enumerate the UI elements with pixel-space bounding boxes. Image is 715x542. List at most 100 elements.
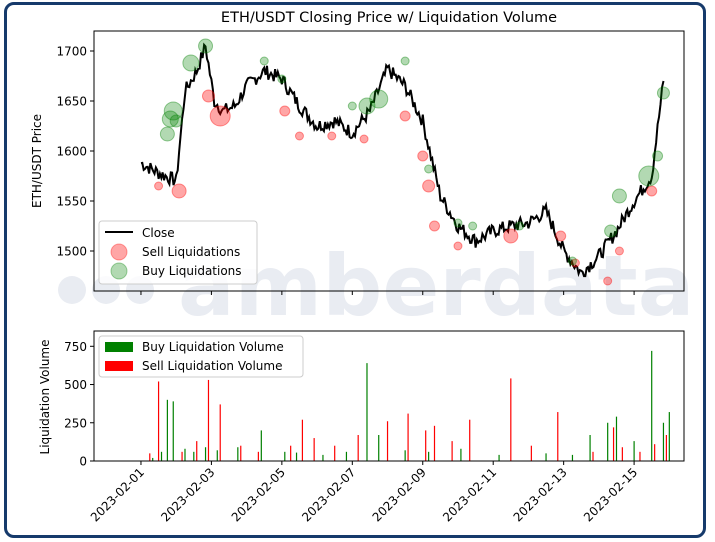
watermark-text: amberdata — [178, 237, 694, 335]
sell-volume-bar — [621, 447, 623, 461]
volume-x-tick-label: 2023-02-11 — [440, 465, 499, 524]
buy-liquidation-marker — [347, 101, 357, 111]
sell-volume-bar — [639, 451, 641, 461]
buy-liquidation-marker — [259, 56, 269, 66]
price-y-tick-label: 1600 — [56, 145, 87, 159]
volume-legend-box — [98, 335, 304, 378]
volume-x-tick-label: 2023-02-07 — [299, 465, 358, 524]
sell-volume-bar — [530, 445, 532, 461]
sell-liquidation-marker — [646, 185, 658, 197]
sell-volume-bar — [451, 441, 453, 461]
legend-sell-swatch — [110, 243, 128, 261]
sell-volume-bar — [510, 378, 512, 461]
buy-liquidation-marker — [453, 218, 463, 228]
buy-volume-bar — [366, 363, 368, 461]
sell-liquidation-marker — [428, 220, 440, 232]
legend-close-label: Close — [142, 226, 175, 240]
price-y-tick-label: 1650 — [56, 95, 87, 109]
sell-volume-bar — [240, 445, 242, 461]
buy-volume-bar — [668, 412, 670, 461]
buy-liquidation-marker — [159, 126, 175, 142]
sell-liquidation-marker — [209, 105, 231, 127]
buy-liquidation-marker — [161, 110, 179, 128]
buy-volume-bar — [184, 448, 186, 461]
price-y-tick-label: 1700 — [56, 45, 87, 59]
buy-liquidation-marker — [369, 89, 389, 109]
buy-volume-bar — [633, 441, 635, 461]
buy-liquidation-marker — [198, 38, 214, 54]
buy-liquidation-marker — [468, 221, 478, 231]
buy-liquidation-marker — [604, 224, 618, 238]
buy-volume-bar — [295, 452, 298, 461]
legend-sell-volume-swatch — [105, 361, 133, 371]
buy-volume-bar — [460, 448, 462, 461]
price-legend-box — [98, 220, 258, 285]
buy-liquidation-marker — [169, 114, 183, 128]
volume-y-tick-label: 0 — [79, 455, 87, 469]
buy-volume-bar — [428, 451, 430, 461]
sell-volume-bar — [592, 451, 594, 461]
buy-volume-bar — [615, 416, 618, 461]
price-x-ticks — [140, 291, 635, 295]
sell-volume-bar — [665, 435, 667, 461]
close-price-line — [140, 42, 665, 278]
price-y-tick-label: 1500 — [56, 245, 87, 259]
sell-liquidation-marker — [603, 276, 613, 286]
volume-x-ticks: 2023-02-01 2023-02-03 2023-02-05 2023-02-07… — [88, 461, 640, 524]
buy-volume-bar — [284, 451, 286, 461]
buy-volume-bar — [193, 451, 195, 461]
price-legend: Close Sell Liquidations Buy Liquidations — [98, 220, 258, 285]
sell-liquidation-marker — [555, 230, 567, 242]
sell-volume-bar — [557, 412, 559, 461]
volume-y-tick-label: 500 — [64, 378, 87, 392]
buy-volume-bars — [152, 350, 670, 461]
buy-liquidation-marker — [515, 221, 525, 231]
price-y-ticks: 1500 1550 1600 1650 1700 — [56, 45, 94, 259]
sell-volume-bars — [149, 378, 667, 461]
sell-volume-bar — [425, 430, 427, 461]
watermark: amberdata — [58, 237, 694, 335]
price-y-tick-label: 1550 — [56, 195, 87, 209]
sell-volume-bar — [407, 413, 409, 461]
watermark-logo-dot — [58, 276, 86, 304]
legend-sell-label: Sell Liquidations — [142, 245, 240, 259]
buy-liquidation-marker — [182, 54, 200, 72]
buy-liquidation-marker — [638, 165, 660, 187]
legend-buy-volume-label: Buy Liquidation Volume — [142, 340, 284, 354]
sell-volume-bar — [612, 427, 615, 461]
buy-volume-bar — [204, 447, 207, 461]
sell-liquidation-marker — [503, 228, 519, 244]
sell-volume-bar — [334, 445, 336, 461]
sell-volume-bar — [207, 379, 210, 461]
volume-x-tick-label: 2023-02-13 — [511, 465, 570, 524]
sell-liquidation-marker — [154, 181, 164, 191]
sell-liquidation-marker — [422, 179, 436, 193]
buy-liquidation-marker — [358, 97, 376, 115]
sell-liquidation-marker — [279, 105, 291, 117]
sell-volume-bar — [219, 404, 221, 461]
volume-y-tick-label: 750 — [64, 340, 87, 354]
legend-buy-volume-swatch — [105, 342, 133, 352]
sell-liquidation-marker — [614, 246, 624, 256]
sell-liquidation-marker — [453, 241, 463, 251]
volume-y-tick-label: 250 — [64, 416, 87, 430]
buy-volume-bar — [322, 454, 324, 461]
buy-liquidation-marker — [652, 150, 664, 162]
buy-volume-bar — [589, 435, 591, 461]
sell-volume-bar — [257, 451, 259, 461]
buy-volume-bar — [172, 401, 174, 461]
sell-volume-bar — [357, 435, 359, 461]
buy-liquidation-marker — [277, 74, 287, 84]
volume-plot-area — [93, 330, 685, 462]
price-plot-area — [93, 30, 685, 292]
sell-volume-bar — [469, 419, 471, 461]
buy-volume-bar — [260, 430, 262, 461]
sell-volume-bar — [196, 441, 198, 461]
legend-buy-label: Buy Liquidations — [142, 264, 242, 278]
buy-liquidation-marker — [567, 256, 577, 266]
sell-liquidation-marker — [201, 89, 215, 103]
buy-volume-bar — [216, 450, 218, 461]
volume-x-tick-label: 2023-02-05 — [229, 465, 288, 524]
price-y-axis-label: ETH/USDT Price — [30, 114, 44, 208]
